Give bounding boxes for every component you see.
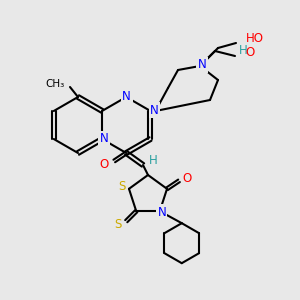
Text: H: H [148, 154, 158, 166]
Text: N: N [150, 103, 159, 116]
Text: N: N [123, 89, 132, 103]
Text: S: S [115, 218, 122, 231]
Text: HO: HO [246, 32, 264, 44]
Text: N: N [122, 89, 130, 103]
Text: S: S [118, 180, 126, 193]
Text: O: O [100, 158, 109, 170]
Text: N: N [158, 206, 166, 219]
Text: N: N [198, 58, 206, 71]
Text: N: N [99, 134, 108, 146]
Text: O: O [182, 172, 192, 185]
Text: O: O [245, 46, 255, 59]
Text: CH₃: CH₃ [46, 79, 65, 89]
Text: N: N [100, 133, 109, 146]
Text: H: H [238, 44, 247, 58]
